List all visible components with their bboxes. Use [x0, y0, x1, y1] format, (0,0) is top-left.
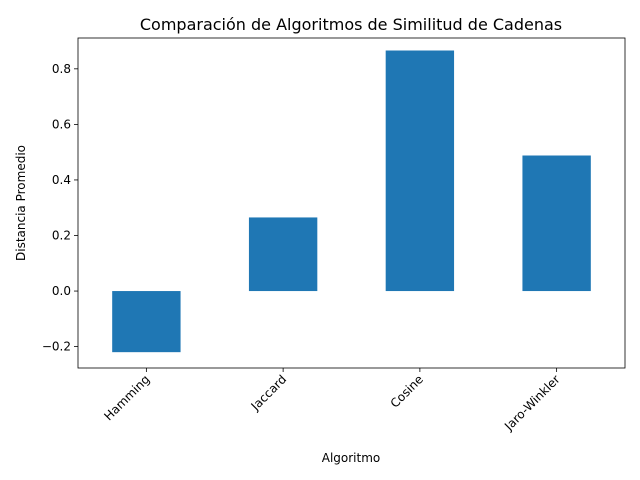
y-tick-label: −0.2	[42, 340, 71, 354]
bars-group	[112, 50, 591, 353]
bar-hamming	[112, 291, 181, 353]
y-axis-ticks: −0.2 0.0 0.2 0.4 0.6 0.8	[42, 62, 78, 354]
x-tick-label: Jaro-Winkler	[501, 372, 563, 434]
x-tick-label: Hamming	[101, 372, 152, 423]
y-tick-label: 0.2	[52, 229, 71, 243]
x-axis-ticks: Hamming Jaccard Cosine Jaro-Winkler	[101, 368, 563, 434]
plot-frame	[77, 37, 626, 369]
bar-cosine	[385, 50, 455, 292]
bar-jaro-winkler	[522, 155, 591, 292]
y-tick-label: 0.4	[52, 173, 71, 187]
bar-jaccard	[248, 217, 318, 292]
y-tick-label: 0.6	[52, 117, 71, 131]
chart-title: Comparación de Algoritmos de Similitud d…	[140, 15, 562, 34]
x-tick-label: Jaccard	[248, 372, 290, 414]
y-tick-label: 0.0	[52, 284, 71, 298]
x-axis-label: Algoritmo	[322, 451, 381, 465]
x-tick-label: Cosine	[388, 372, 426, 410]
y-tick-label: 0.8	[52, 62, 71, 76]
y-axis-label: Distancia Promedio	[14, 145, 28, 261]
